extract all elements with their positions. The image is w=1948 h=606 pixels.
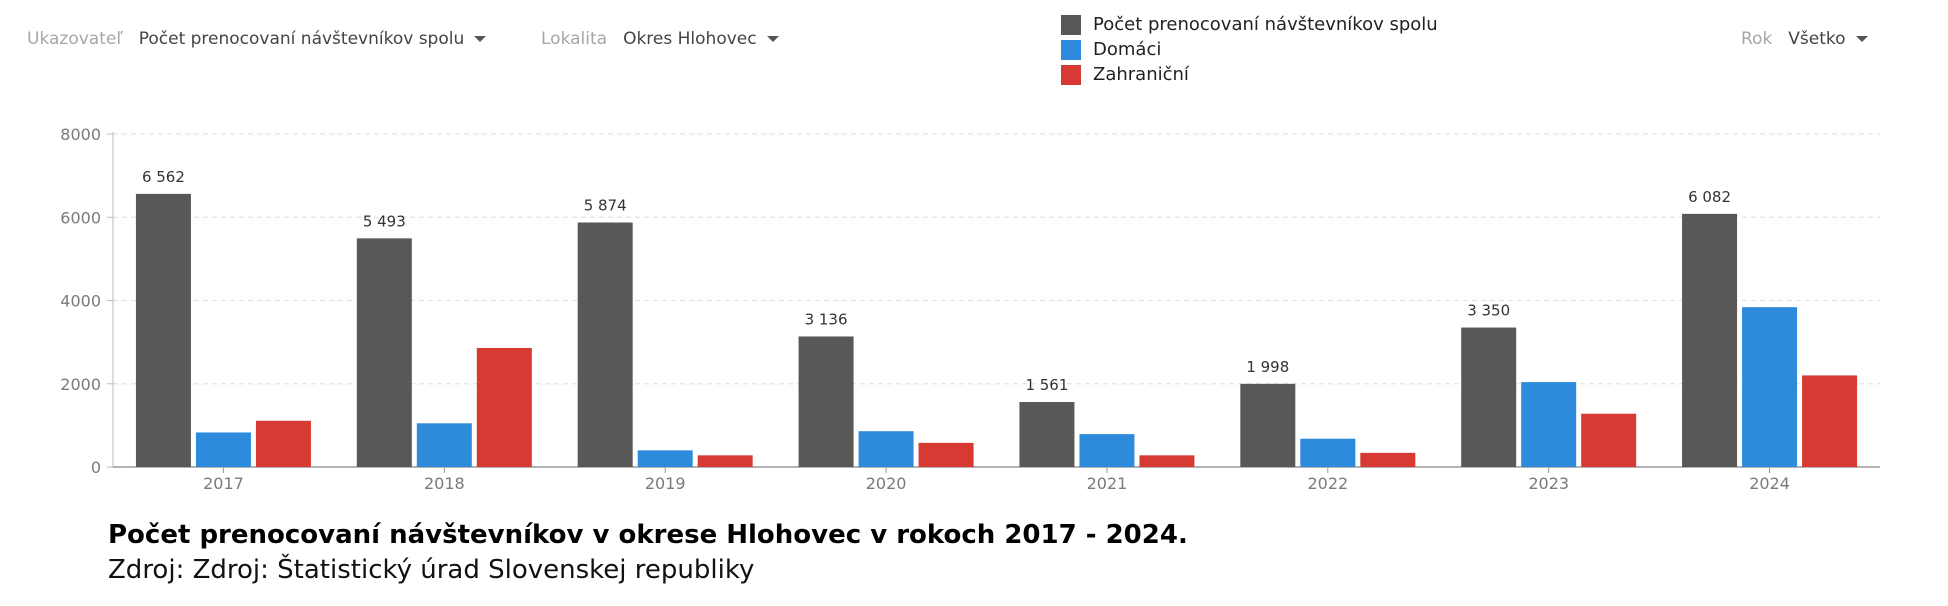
y-tick-label: 4000: [60, 292, 101, 311]
legend-swatch-total: [1061, 14, 1081, 35]
legend-swatch-domestic: [1061, 39, 1081, 60]
legend-item-total[interactable]: Počet prenocovaní návštevníkov spolu: [1061, 12, 1438, 37]
bar-foreign-2017[interactable]: [255, 420, 311, 467]
bar-total-2019[interactable]: [577, 222, 633, 467]
bar-total-2017[interactable]: [135, 193, 191, 467]
y-tick-label: 6000: [60, 208, 101, 227]
bar-domestic-2021[interactable]: [1079, 434, 1135, 467]
y-tick-label: 8000: [60, 125, 101, 144]
location-filter-label: Lokalita: [541, 29, 608, 49]
bar-foreign-2021[interactable]: [1139, 455, 1195, 467]
legend-item-domestic[interactable]: Domáci: [1061, 37, 1438, 62]
data-label-2017: 6 562: [142, 168, 185, 186]
data-label-2019: 5 874: [584, 196, 627, 214]
x-tick-label: 2024: [1749, 474, 1790, 493]
location-filter[interactable]: Lokalita Okres Hlohovec: [541, 26, 779, 52]
bar-foreign-2020[interactable]: [918, 442, 974, 467]
bar-domestic-2017[interactable]: [195, 432, 251, 467]
data-label-2024: 6 082: [1688, 188, 1731, 206]
chevron-down-icon[interactable]: [766, 36, 779, 42]
bar-foreign-2022[interactable]: [1360, 452, 1416, 467]
data-label-2020: 3 136: [805, 310, 848, 328]
x-tick-label: 2020: [866, 474, 907, 493]
y-tick-label: 0: [91, 458, 101, 477]
legend-label-total: Počet prenocovaní návštevníkov spolu: [1093, 14, 1438, 35]
caption-source: Zdroj: Zdroj: Štatistický úrad Slovenske…: [108, 555, 755, 585]
legend-label-domestic: Domáci: [1093, 39, 1162, 60]
bar-total-2024[interactable]: [1682, 213, 1738, 467]
x-tick-label: 2022: [1307, 474, 1348, 493]
data-label-2018: 5 493: [363, 212, 406, 230]
year-filter-value[interactable]: Všetko: [1788, 29, 1846, 49]
chevron-down-icon[interactable]: [474, 36, 487, 42]
location-filter-value[interactable]: Okres Hlohovec: [623, 29, 757, 49]
y-tick-label: 2000: [60, 375, 101, 394]
chart-legend: Počet prenocovaní návštevníkov spolu Dom…: [1061, 12, 1438, 87]
bar-domestic-2024[interactable]: [1742, 307, 1798, 467]
bar-total-2020[interactable]: [798, 336, 854, 467]
data-label-2022: 1 998: [1246, 358, 1289, 376]
legend-swatch-foreign: [1061, 64, 1081, 85]
bar-total-2023[interactable]: [1461, 327, 1517, 467]
bar-domestic-2020[interactable]: [858, 431, 914, 467]
bar-total-2018[interactable]: [356, 238, 412, 467]
indicator-filter-label: Ukazovateľ: [27, 29, 123, 49]
legend-label-foreign: Zahraniční: [1093, 64, 1189, 85]
bar-foreign-2024[interactable]: [1802, 375, 1858, 467]
bar-foreign-2023[interactable]: [1581, 413, 1637, 467]
data-label-2021: 1 561: [1025, 376, 1068, 394]
data-label-2023: 3 350: [1467, 302, 1510, 320]
bar-total-2022[interactable]: [1240, 383, 1296, 467]
bar-domestic-2018[interactable]: [416, 423, 472, 467]
bar-chart: 0 2000 4000 6000 8000 6 562 2017 5 493 2018 5 874…: [60, 125, 1880, 493]
indicator-filter-value[interactable]: Počet prenocovaní návštevníkov spolu: [138, 29, 465, 49]
indicator-filter[interactable]: Ukazovateľ Počet prenocovaní návštevníko…: [27, 26, 487, 52]
caption-title: Počet prenocovaní návštevníkov v okrese …: [108, 520, 1188, 550]
legend-item-foreign[interactable]: Zahraniční: [1061, 62, 1438, 87]
bar-domestic-2019[interactable]: [637, 450, 693, 467]
x-tick-label: 2023: [1528, 474, 1569, 493]
x-tick-label: 2019: [645, 474, 686, 493]
year-filter[interactable]: Rok Všetko: [1741, 26, 1868, 52]
bar-foreign-2018[interactable]: [476, 347, 532, 467]
x-tick-label: 2021: [1087, 474, 1128, 493]
bar-domestic-2023[interactable]: [1521, 382, 1577, 467]
x-tick-label: 2018: [424, 474, 465, 493]
bar-domestic-2022[interactable]: [1300, 438, 1356, 467]
chevron-down-icon[interactable]: [1855, 36, 1868, 42]
x-tick-label: 2017: [203, 474, 244, 493]
year-filter-label: Rok: [1741, 29, 1773, 49]
bar-total-2021[interactable]: [1019, 402, 1075, 467]
bar-foreign-2019[interactable]: [697, 455, 753, 467]
